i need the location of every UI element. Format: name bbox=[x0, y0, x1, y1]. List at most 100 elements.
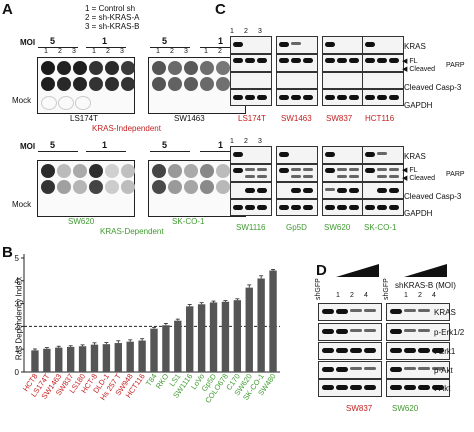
shgfp-label-1: shGFP bbox=[315, 278, 322, 300]
blot-d-label-takt: t-Akt bbox=[434, 384, 451, 393]
bar bbox=[31, 350, 39, 372]
blot-band bbox=[291, 42, 301, 45]
blot-d-label-terk: t-Erk1 bbox=[434, 347, 456, 356]
moi-underline bbox=[86, 151, 126, 152]
blot-band bbox=[404, 309, 416, 312]
cell-line-sw1463: SW1463 bbox=[174, 114, 205, 123]
blot-band bbox=[418, 309, 430, 312]
blot-band bbox=[291, 95, 301, 100]
gapdh-blot bbox=[362, 199, 404, 216]
kras-blot bbox=[322, 146, 364, 164]
blot-band bbox=[291, 168, 301, 171]
blot-band bbox=[336, 329, 348, 334]
lane-1: 1 bbox=[204, 48, 208, 55]
cell-line-c-sk-co-1: SK-CO-1 bbox=[364, 223, 397, 232]
moi-underline bbox=[86, 47, 126, 48]
blot-band bbox=[349, 58, 359, 63]
kras-blot bbox=[230, 36, 272, 54]
blot-band bbox=[337, 205, 347, 210]
blot-band bbox=[377, 152, 387, 155]
blot-band bbox=[233, 58, 243, 63]
blot-d-label-perk: p-Erk1/2 bbox=[434, 328, 465, 337]
sw620-wells bbox=[41, 164, 135, 194]
moi-label-top: MOI bbox=[20, 38, 36, 47]
bar bbox=[138, 340, 146, 372]
blot-band bbox=[322, 367, 334, 372]
blot-band bbox=[389, 188, 399, 193]
blot-band bbox=[337, 188, 347, 193]
panel-c-label: C bbox=[215, 1, 226, 18]
blot-band bbox=[404, 348, 416, 353]
blot-band bbox=[349, 175, 359, 178]
panel-a-label: A bbox=[2, 1, 13, 18]
blot-label-fl-top: ◀ FL bbox=[402, 58, 418, 65]
lane-1: 1 bbox=[156, 48, 160, 55]
dose-1: 1 bbox=[336, 292, 340, 299]
blot-band bbox=[279, 42, 289, 47]
blot-band bbox=[418, 329, 430, 332]
blot-band bbox=[404, 329, 416, 332]
gapdh-blot bbox=[322, 199, 364, 216]
blot-d-label-pakt: p-Akt bbox=[434, 366, 453, 375]
gapdh-blot bbox=[362, 89, 404, 106]
moi-top-1b: 1 bbox=[218, 36, 224, 46]
legend-line-2: 2 = sh-KRAS-A bbox=[85, 13, 140, 22]
bar bbox=[78, 346, 87, 372]
blot-band bbox=[364, 329, 376, 332]
group-kras-dependent: KRAS-Dependent bbox=[100, 227, 164, 236]
gapdh-blot bbox=[230, 89, 272, 106]
lane-2: 2 bbox=[244, 28, 248, 35]
blot-label-parp-top: PARP bbox=[446, 62, 465, 69]
cell-line-c-sw1116: SW1116 bbox=[236, 223, 266, 232]
blot-band bbox=[233, 42, 243, 47]
lane-3: 3 bbox=[72, 48, 76, 55]
bar bbox=[102, 344, 111, 372]
blot-band bbox=[390, 309, 402, 314]
blot-band bbox=[365, 95, 375, 100]
blot-band bbox=[418, 348, 430, 353]
y-tick-label: 5 bbox=[15, 254, 20, 263]
moi-underline bbox=[150, 47, 190, 48]
blot-d-row bbox=[386, 342, 450, 360]
lane-2: 2 bbox=[58, 48, 62, 55]
blot-band bbox=[337, 58, 347, 63]
blot-band bbox=[336, 385, 348, 390]
bar bbox=[43, 348, 51, 372]
blot-band bbox=[303, 175, 313, 178]
blot-d-row bbox=[386, 303, 450, 321]
mock-label-bottom: Mock bbox=[12, 200, 32, 209]
blot-d-label-kras: KRAS bbox=[434, 308, 456, 317]
gapdh-blot bbox=[322, 89, 364, 106]
blot-band bbox=[364, 385, 376, 390]
blot-band bbox=[349, 168, 359, 171]
parp-blot bbox=[362, 54, 404, 72]
lane-3: 3 bbox=[258, 138, 262, 145]
casp3-blot bbox=[362, 182, 404, 199]
blot-band bbox=[377, 168, 387, 171]
bar bbox=[269, 270, 277, 372]
blot-band bbox=[303, 58, 313, 63]
parp-blot bbox=[322, 164, 364, 182]
blot-band bbox=[322, 385, 334, 390]
blot-band bbox=[365, 168, 375, 173]
blot-band bbox=[365, 58, 375, 63]
gapdh-blot bbox=[276, 199, 318, 216]
blot-band bbox=[365, 152, 375, 157]
cleaved-text: Cleaved bbox=[409, 66, 436, 73]
blot-band bbox=[245, 168, 255, 171]
blot-band bbox=[432, 385, 444, 390]
casp3-blot bbox=[322, 72, 364, 89]
blot-label-cleaved-bottom: ◀ Cleaved bbox=[402, 175, 436, 182]
blot-band bbox=[349, 188, 359, 193]
blot-band bbox=[279, 95, 289, 100]
moi-label-bottom: MOI bbox=[20, 142, 36, 151]
blot-band bbox=[389, 58, 399, 63]
moi-top-5b: 5 bbox=[162, 36, 168, 46]
blot-label-fl-bottom: ◀ FL bbox=[402, 167, 418, 174]
blot-band bbox=[233, 205, 243, 210]
blot-band bbox=[350, 309, 362, 312]
lane-1: 1 bbox=[230, 28, 234, 35]
casp3-blot bbox=[230, 72, 272, 89]
blot-label-parp-bottom: PARP bbox=[446, 171, 465, 178]
bar bbox=[233, 300, 242, 372]
